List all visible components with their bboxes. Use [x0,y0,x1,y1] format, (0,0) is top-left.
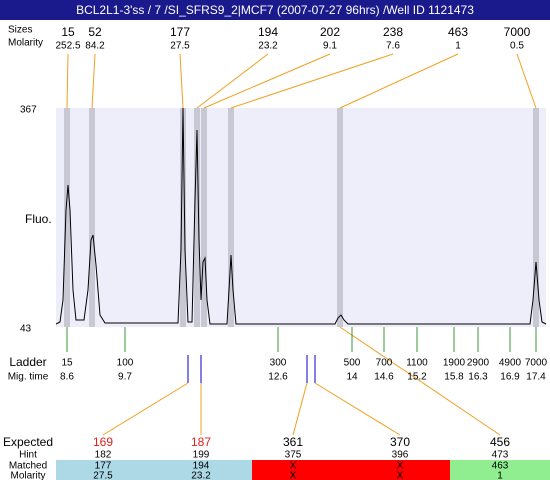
title-bar [0,0,550,20]
ladder-size: 500 [344,358,361,369]
peak-connector [203,53,331,109]
peak-size: 15 [61,25,75,39]
peak-size: 202 [320,25,340,39]
hint-size: 396 [392,450,409,461]
y-axis-label: Fluo. [25,212,52,226]
ladder-time: 8.6 [60,372,74,383]
row-label: Expected [3,435,53,449]
peak-size: 238 [383,25,403,39]
ladder-time: 16.3 [468,372,488,383]
ladder-time: 15.2 [407,372,427,383]
peak-band [337,108,343,327]
ladder-time: 14 [346,372,358,383]
plot-area [56,108,546,327]
matched-size: X [290,461,297,472]
peak-connector [66,53,69,109]
peak-band [89,108,95,327]
title: BCL2L1-3'ss / 7 /SI_SFRS9_2|MCF7 (2007-0… [76,3,474,17]
mig-time-label: Mig. time [8,372,49,383]
ladder-size: 4900 [499,358,522,369]
connector [339,326,501,436]
peak-molarity: 252.5 [55,41,80,52]
peak-band [64,108,70,327]
peak-molarity: 84.2 [85,41,105,52]
hint-size: 375 [285,450,302,461]
y-bottom-label: 43 [20,324,32,335]
match-cell [450,460,550,480]
ladder-size: 300 [270,358,287,369]
matched-molarity: 27.5 [93,471,113,480]
ladder-time: 16.9 [500,372,520,383]
ladder-size: 1900 [443,358,466,369]
ladder-size: 2900 [467,358,490,369]
peak-connector [196,53,269,109]
expected-size: 361 [283,435,303,449]
ladder-size: 15 [61,358,73,369]
ladder-label: Ladder [9,355,46,369]
y-top-label: 367 [20,105,37,116]
matched-molarity: 1 [497,471,503,480]
expected-size: 456 [490,435,510,449]
expected-size: 169 [93,435,113,449]
row-label: Molarity [10,471,45,480]
ladder-time: 15.8 [444,372,464,383]
connector [102,382,189,436]
peak-band [201,108,207,327]
peak-size: 177 [170,25,190,39]
matched-size: X [397,461,404,472]
hint-size: 199 [193,450,210,461]
fluorescence-trace [55,107,547,325]
expected-size: 370 [390,435,410,449]
peak-band [194,108,200,327]
connector [292,382,308,436]
matched-size: 177 [95,461,112,472]
size-label: Sizes [8,25,32,36]
ladder-size: 7000 [525,358,548,369]
peak-molarity: 23.2 [258,41,278,52]
ladder-size: 1100 [406,358,428,369]
peak-molarity: 0.5 [510,41,524,52]
peak-size: 463 [448,25,468,39]
hint-size: 182 [95,450,112,461]
match-cell [154,460,252,480]
matched-molarity: 23.2 [191,471,211,480]
peak-molarity: 1 [455,41,461,52]
matched-molarity: X [290,471,297,480]
ladder-size: 700 [376,358,393,369]
row-label: Matched [9,461,47,472]
ladder-time: 9.7 [118,372,132,383]
expected-size: 187 [191,435,211,449]
ladder-time: 14.6 [374,372,394,383]
ladder-time: 12.6 [268,372,288,383]
peak-molarity: 9.1 [323,41,337,52]
matched-size: 194 [193,461,210,472]
peak-connector [516,53,537,109]
peak-band [533,108,539,327]
match-cell [252,460,351,480]
peak-size: 7000 [504,25,531,39]
peak-connector [179,53,184,109]
hint-size: 473 [492,450,509,461]
peak-connector [91,53,96,109]
ladder-time: 17.4 [526,372,546,383]
peak-connector [230,53,394,109]
peak-size: 52 [88,25,102,39]
connector [314,382,401,436]
peak-molarity: 7.6 [386,41,400,52]
row-label: Hint [19,450,37,461]
peak-size: 194 [258,25,278,39]
peak-band [228,108,234,327]
peak-connector [339,53,459,109]
molarity-label: Molarity [8,38,43,49]
matched-size: 463 [492,461,509,472]
peak-band [180,108,186,327]
peak-molarity: 27.5 [170,41,190,52]
matched-molarity: X [397,471,404,480]
match-cell [351,460,450,480]
ladder-size: 100 [117,358,134,369]
match-cell [56,460,154,480]
